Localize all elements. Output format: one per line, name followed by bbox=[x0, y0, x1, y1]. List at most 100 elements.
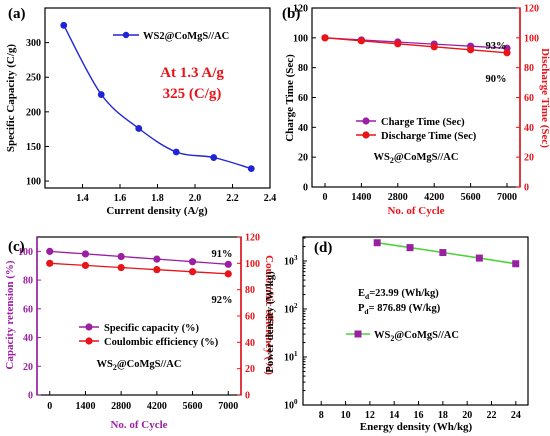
series-c-point-0 bbox=[153, 255, 161, 263]
series-b-line-0 bbox=[324, 37, 508, 49]
tick-label-b-x: 2800 bbox=[388, 192, 408, 203]
series-a-point bbox=[97, 91, 105, 98]
series-d-line bbox=[377, 241, 516, 265]
legend-a-label: WS2@CoMgS//AC bbox=[143, 31, 229, 42]
series-d-point bbox=[406, 244, 414, 252]
tick-label-c-y-right: 100 bbox=[245, 259, 260, 270]
tick-label-d-y-exponent: 2 bbox=[294, 302, 298, 310]
plot-b-legend: Charge Time (Sec) Discharge Time (Sec) bbox=[356, 117, 477, 142]
series-c-point-1 bbox=[117, 263, 125, 272]
tick-label-b-x: 0 bbox=[323, 192, 328, 203]
series-b-point-1 bbox=[430, 43, 438, 51]
series-c-point-0 bbox=[46, 247, 54, 255]
tick-label-c-y: 20 bbox=[23, 362, 33, 373]
tick-label-a-y: 300 bbox=[26, 38, 41, 49]
legend-c-coulombic-label: Coulombic efficiency (%) bbox=[104, 337, 219, 348]
plot-b-marks bbox=[321, 34, 511, 57]
tick-label-b-y-right: 40 bbox=[524, 123, 534, 134]
tick-label-b-y: 120 bbox=[293, 4, 308, 15]
plot-c-xlabel: No. of Cycle bbox=[110, 419, 167, 431]
tick-label-c-y-right: 120 bbox=[245, 233, 260, 244]
annotation-90pct: 90% bbox=[486, 74, 507, 85]
tick-label-b-y: 60 bbox=[298, 93, 308, 104]
series-d-point bbox=[475, 254, 483, 262]
tick-label-c-y-right: 20 bbox=[245, 364, 255, 375]
series-a-point bbox=[60, 21, 68, 29]
annotation-rate: At 1.3 A/g bbox=[160, 65, 224, 81]
series-c-point-0 bbox=[188, 258, 197, 266]
series-b-point-1 bbox=[321, 34, 329, 42]
tick-label-a-x: 2.4 bbox=[264, 193, 277, 204]
tick-label-c-x: 2800 bbox=[111, 401, 131, 412]
tick-label-d-x: 14 bbox=[389, 410, 399, 421]
legend-c-capacity-marker bbox=[85, 323, 93, 331]
plot-b-xlabel: No. of Cycle bbox=[387, 205, 444, 217]
series-b-point-1 bbox=[503, 49, 511, 57]
tick-label-b-y-right: 0 bbox=[524, 183, 529, 194]
tick-label-c-y: 0 bbox=[28, 391, 33, 402]
plot-d-marks bbox=[373, 239, 520, 268]
tick-label-b-y-right: 20 bbox=[524, 153, 534, 164]
tick-label-b-y-right: 60 bbox=[524, 93, 534, 104]
series-a-point bbox=[210, 154, 218, 161]
series-c-point-0 bbox=[117, 252, 125, 261]
tick-label-a-y: 200 bbox=[26, 107, 41, 118]
tick-label-b-x: 5600 bbox=[461, 192, 481, 203]
legend-a-marker bbox=[122, 31, 130, 39]
tick-label-c-x: 7000 bbox=[218, 401, 238, 412]
plot-d-ylabel: Power density (W/kg) bbox=[264, 271, 276, 373]
series-b-point-1 bbox=[394, 40, 402, 48]
tick-label-b-x: 1400 bbox=[351, 192, 371, 203]
panel-a: (a) 1.4 1.6 1.8 2.0 2.2 2.4 100 150 200 250 300 Cu… bbox=[5, 6, 276, 217]
plot-b-sample-label: WS2@CoMgS//AC bbox=[374, 152, 459, 165]
plot-c-ylabel-right: Coulombic efficiency (%) bbox=[263, 255, 275, 375]
series-c-point-0 bbox=[224, 260, 232, 268]
panel-b-label: (b) bbox=[282, 6, 300, 22]
series-c-point-0 bbox=[81, 250, 90, 258]
annotation-92pct: 92% bbox=[212, 295, 233, 306]
series-c-line-0 bbox=[49, 250, 229, 265]
plot-b-ylabel: Charge Time (Sec) bbox=[284, 54, 296, 142]
tick-label-d-y: 10 bbox=[284, 353, 294, 364]
series-a-line bbox=[63, 24, 252, 170]
series-c-point-1 bbox=[224, 270, 232, 278]
series-b-line-1 bbox=[324, 37, 508, 54]
plot-a-ticks: 1.4 1.6 1.8 2.0 2.2 2.4 100 150 200 250 300 bbox=[26, 38, 276, 204]
tick-label-c-x: 4200 bbox=[147, 401, 167, 412]
tick-label-c-x: 1400 bbox=[75, 401, 95, 412]
tick-label-a-x: 1.8 bbox=[151, 193, 164, 204]
tick-label-a-x: 2.0 bbox=[189, 193, 202, 204]
tick-label-b-y: 0 bbox=[303, 183, 308, 194]
plot-d-xlabel: Energy density (Wh/kg) bbox=[360, 421, 473, 433]
tick-label-b-y: 40 bbox=[298, 123, 308, 134]
tick-label-c-y-right: 80 bbox=[245, 285, 255, 296]
tick-label-b-y-right: 100 bbox=[524, 33, 539, 44]
plot-c-sample-label: WS2@CoMgS//AC bbox=[97, 359, 182, 372]
legend-b-charge-label: Charge Time (Sec) bbox=[381, 117, 465, 128]
tick-label-d-y: 10 bbox=[284, 401, 294, 412]
annotation-93pct: 93% bbox=[486, 41, 507, 52]
tick-label-d-x: 20 bbox=[462, 410, 472, 421]
plot-d-frame bbox=[302, 236, 529, 406]
plot-c-ylabel: Capacity retension (%) bbox=[4, 260, 16, 370]
tick-label-d-y-exponent: 3 bbox=[294, 254, 298, 262]
tick-label-b-y-right: 120 bbox=[524, 4, 539, 15]
tick-label-a-x: 2.2 bbox=[226, 193, 239, 204]
tick-label-d-x: 18 bbox=[438, 410, 448, 421]
tick-label-a-y: 100 bbox=[26, 177, 41, 188]
plot-b-ticks: 0 1400 2800 4200 5600 7000 0 0 20 20 40 40 60 60 80 80 1… bbox=[293, 4, 539, 204]
tick-label-b-y: 80 bbox=[298, 63, 308, 74]
plot-b-ylabel-right: Discharge Time (Sec) bbox=[539, 48, 550, 148]
tick-label-c-y-right: 40 bbox=[245, 338, 255, 349]
series-b-point-1 bbox=[467, 46, 475, 54]
plot-c-marks bbox=[46, 247, 232, 278]
tick-label-c-y-right: 0 bbox=[245, 391, 250, 402]
plot-c-ticks: 0 1400 2800 4200 5600 7000 0 20 40 60 80 100 0 20 40 60… bbox=[18, 233, 260, 413]
tick-label-b-y: 100 bbox=[293, 33, 308, 44]
panel-c-label: (c) bbox=[8, 239, 25, 255]
series-c-point-1 bbox=[188, 268, 197, 276]
legend-b-charge-marker bbox=[362, 117, 370, 125]
plot-c-legend: Specific capacity (%) Coulombic efficien… bbox=[79, 323, 219, 348]
